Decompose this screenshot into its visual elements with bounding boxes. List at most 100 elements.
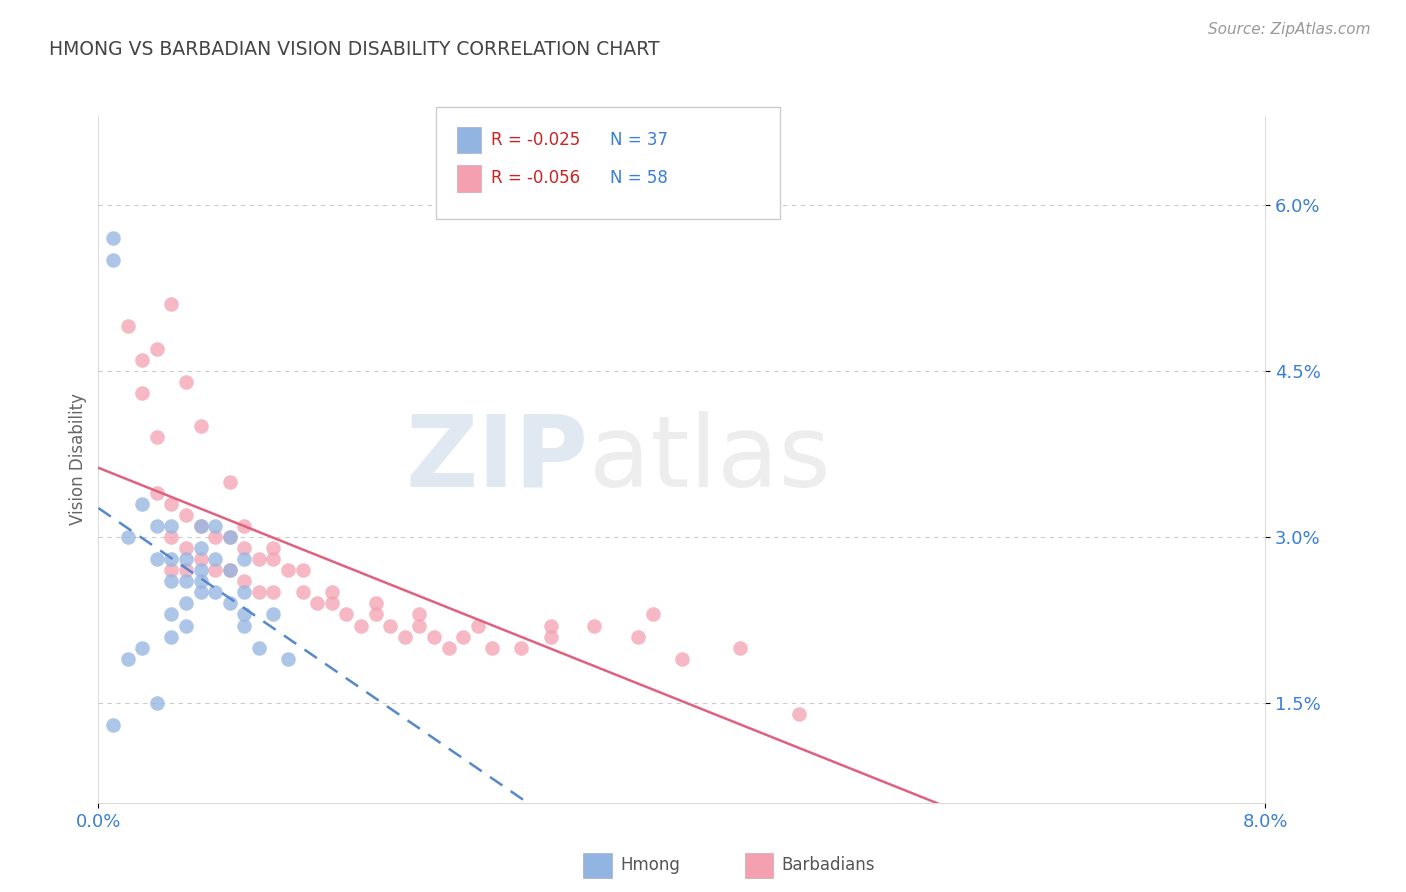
Point [291, 563, 314, 577]
Point [204, 519, 226, 533]
Text: R = -0.025: R = -0.025 [491, 131, 579, 149]
Point [321, 585, 343, 599]
Point [394, 630, 416, 644]
Point [204, 585, 226, 599]
Point [233, 552, 256, 566]
Point [307, 596, 329, 610]
Point [190, 552, 212, 566]
Point [218, 530, 240, 544]
Text: N = 58: N = 58 [610, 169, 668, 187]
Point [190, 541, 212, 555]
Point [131, 385, 153, 400]
Point [247, 552, 270, 566]
Point [291, 585, 314, 599]
Point [146, 519, 169, 533]
Point [247, 585, 270, 599]
Text: R = -0.056: R = -0.056 [491, 169, 579, 187]
Point [583, 618, 606, 632]
Point [160, 519, 183, 533]
Point [160, 607, 183, 622]
Point [671, 652, 693, 666]
Point [277, 563, 299, 577]
Point [160, 552, 183, 566]
Point [350, 618, 373, 632]
Point [160, 574, 183, 589]
Point [262, 585, 284, 599]
Point [540, 618, 562, 632]
Point [467, 618, 489, 632]
Point [101, 252, 124, 267]
Point [101, 718, 124, 732]
Point [218, 563, 240, 577]
Point [641, 607, 664, 622]
Point [262, 552, 284, 566]
Point [218, 563, 240, 577]
Point [174, 552, 197, 566]
Point [262, 607, 284, 622]
Point [131, 497, 153, 511]
Text: Barbadians: Barbadians [782, 856, 876, 874]
Point [146, 552, 169, 566]
Point [190, 574, 212, 589]
Point [233, 618, 256, 632]
Point [146, 696, 169, 710]
Text: Source: ZipAtlas.com: Source: ZipAtlas.com [1208, 22, 1371, 37]
Text: HMONG VS BARBADIAN VISION DISABILITY CORRELATION CHART: HMONG VS BARBADIAN VISION DISABILITY COR… [49, 40, 659, 59]
Point [321, 596, 343, 610]
Point [146, 430, 169, 444]
Text: N = 37: N = 37 [610, 131, 668, 149]
Point [190, 419, 212, 434]
Text: ZIP: ZIP [406, 411, 589, 508]
Point [160, 497, 183, 511]
Point [204, 552, 226, 566]
Point [174, 375, 197, 389]
Point [218, 530, 240, 544]
Point [218, 475, 240, 489]
Point [627, 630, 650, 644]
Point [160, 530, 183, 544]
Point [233, 574, 256, 589]
Point [423, 630, 446, 644]
Point [233, 541, 256, 555]
Point [146, 485, 169, 500]
Point [437, 640, 460, 655]
Point [190, 563, 212, 577]
Point [247, 640, 270, 655]
Point [451, 630, 474, 644]
Point [174, 541, 197, 555]
Point [117, 530, 139, 544]
Point [174, 508, 197, 522]
Point [233, 607, 256, 622]
Y-axis label: Vision Disability: Vision Disability [69, 393, 87, 525]
Point [787, 707, 810, 722]
Point [190, 519, 212, 533]
Point [218, 596, 240, 610]
Point [204, 563, 226, 577]
Point [117, 319, 139, 334]
Point [730, 640, 752, 655]
Point [540, 630, 562, 644]
Point [190, 585, 212, 599]
Point [160, 563, 183, 577]
Point [117, 652, 139, 666]
Text: atlas: atlas [589, 411, 830, 508]
Point [160, 630, 183, 644]
Point [481, 640, 503, 655]
Point [335, 607, 357, 622]
Point [408, 618, 430, 632]
Point [262, 541, 284, 555]
Point [408, 607, 430, 622]
Point [160, 297, 183, 311]
Point [174, 618, 197, 632]
Point [204, 530, 226, 544]
Point [190, 519, 212, 533]
Point [510, 640, 533, 655]
Point [174, 574, 197, 589]
Point [364, 596, 387, 610]
Point [101, 231, 124, 245]
Text: Hmong: Hmong [620, 856, 681, 874]
Point [174, 563, 197, 577]
Point [131, 640, 153, 655]
Point [233, 519, 256, 533]
Point [277, 652, 299, 666]
